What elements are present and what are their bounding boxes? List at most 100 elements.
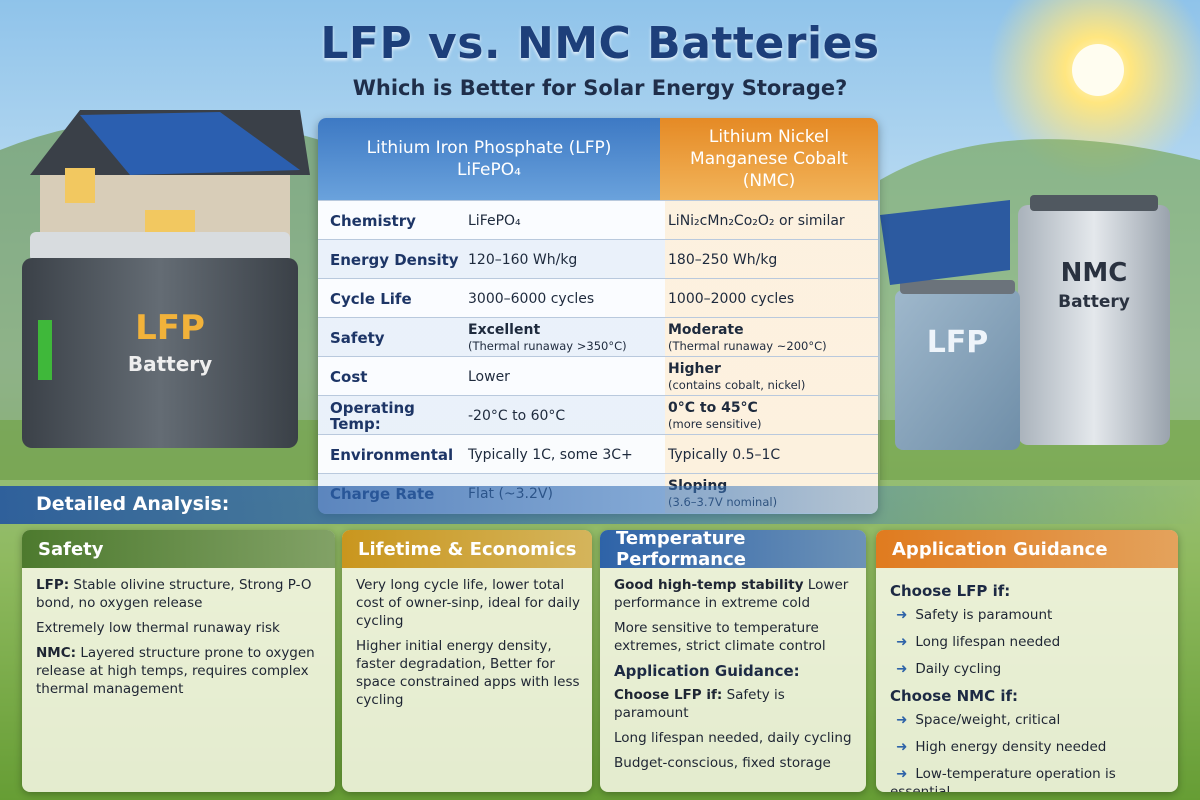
lfp-header: Lithium Iron Phosphate (LFP) LiFePO₄: [318, 118, 660, 200]
cell-nmc: Typically 0.5–1C: [668, 435, 873, 474]
section-title: Detailed Analysis:: [36, 493, 230, 515]
cell-lfp: Lower: [468, 357, 658, 396]
nmc-battery: [1018, 195, 1170, 445]
item-text: Higher initial energy density, faster de…: [356, 638, 580, 708]
item-lead: NMC:: [36, 645, 77, 661]
card-title: Application Guidance: [876, 530, 1178, 568]
header-line: LiFePO₄: [457, 160, 521, 180]
row-label: Energy Density: [330, 250, 459, 269]
header-line: Lithium Nickel: [708, 127, 830, 147]
card-item: Choose LFP if: Safety is paramount: [614, 686, 856, 722]
sun-core: [1072, 44, 1124, 96]
comparison-table: Lithium Iron Phosphate (LFP) LiFePO₄ Lit…: [318, 118, 878, 514]
item-text: Very long cycle life, lower total cost o…: [356, 577, 580, 629]
cell-value: -20°C to 60°C: [468, 407, 566, 424]
cell-value: Moderate: [668, 321, 744, 338]
card-heading: Application Guidance:: [614, 662, 800, 680]
card-item: NMC: Layered structure prone to oxygen r…: [36, 644, 325, 698]
table-row: Chemistry LiFePO₄ LiNi₂cMn₂Co₂O₂ or simila…: [318, 200, 878, 240]
table-row: Operating Temp: -20°C to 60°C 0°C to 45°C(…: [318, 395, 878, 435]
lfp-battery-small: [895, 280, 1020, 450]
card-item: More sensitive to temperature extremes, …: [614, 619, 856, 655]
cell-value: Excellent: [468, 321, 541, 338]
item-text: More sensitive to temperature extremes, …: [614, 620, 826, 654]
item-text: Stable olivine structure, Strong P-O bon…: [36, 577, 312, 611]
card-bullet: Space/weight, critical: [890, 711, 1168, 729]
card-heading: Choose LFP if:: [890, 582, 1011, 600]
card-body: LFP: Stable olivine structure, Strong P-…: [22, 568, 335, 698]
cell-value: Typically 0.5–1C: [668, 446, 781, 463]
card-item: LFP: Stable olivine structure, Strong P-…: [36, 576, 325, 612]
cell-value: Higher: [668, 360, 721, 377]
card: Lifetime & Economics Very long cycle life…: [342, 530, 592, 792]
cell-nmc: 0°C to 45°C (more sensitive): [668, 396, 873, 435]
cell-value: LiNi₂cMn₂Co₂O₂ or similar: [668, 212, 845, 229]
cell-value: 120–160 Wh/kg: [468, 251, 578, 268]
solar-panels: [880, 200, 1010, 285]
battery-label: NMC: [1060, 258, 1128, 288]
cell-value: Typically 1C, some 3C+: [468, 446, 633, 463]
table-row: Cost Lower Higher (contains cobalt, nickel): [318, 356, 878, 396]
table-row: Cycle Life 3000–6000 cycles 1000–2000 cycl…: [318, 278, 878, 318]
card-body: Choose LFP if: Safety is paramount Long li…: [876, 568, 1178, 792]
subtitle: Which is Better for Solar Energy Storage…: [352, 76, 848, 100]
card-body: Good high-temp stability Lower performan…: [600, 568, 866, 772]
item-lead: LFP:: [36, 577, 70, 593]
cell-value: 180–250 Wh/kg: [668, 251, 778, 268]
cell-lfp: LiFePO₄: [468, 201, 658, 240]
cell-nmc: 1000–2000 cycles: [668, 279, 873, 318]
nmc-header: Lithium Nickel Manganese Cobalt (NMC): [660, 118, 878, 200]
header-line: Manganese Cobalt: [690, 149, 848, 169]
card-title: Lifetime & Economics: [342, 530, 592, 568]
card-title: Temperature Performance: [600, 530, 866, 570]
cell-lfp: 120–160 Wh/kg: [468, 240, 658, 279]
card-bullet: High energy density needed: [890, 738, 1168, 756]
item-lead: Good high-temp stability: [614, 577, 804, 593]
battery-label: Battery: [1058, 292, 1130, 312]
header-line: (NMC): [742, 171, 796, 191]
row-label: Cycle Life: [330, 289, 412, 308]
card-item: Budget-conscious, fixed storage: [614, 754, 856, 772]
detail-band: [0, 486, 1200, 524]
row-label: Chemistry: [330, 211, 416, 230]
item-text: Safety is paramount: [614, 687, 785, 721]
cell-nmc: 180–250 Wh/kg: [668, 240, 873, 279]
cell-nmc: Higher (contains cobalt, nickel): [668, 357, 873, 396]
card-bullet: Long lifespan needed: [890, 633, 1168, 651]
card-item: Very long cycle life, lower total cost o…: [356, 576, 582, 630]
item-text: Lower performance in extreme cold: [614, 577, 849, 611]
cell-note: (more sensitive): [668, 416, 762, 431]
item-text: Layered structure prone to oxygen releas…: [36, 645, 315, 697]
card-item: Long lifespan needed, daily cycling: [614, 729, 856, 747]
table-row: Energy Density 120–160 Wh/kg 180–250 Wh/kg: [318, 239, 878, 279]
card-title: Safety: [22, 530, 335, 568]
row-label: Cost: [330, 367, 368, 386]
battery-label: Battery: [127, 352, 213, 376]
card-heading: Choose NMC if:: [890, 687, 1018, 705]
cell-lfp: Excellent (Thermal runaway >350°C): [468, 318, 658, 357]
card: Safety LFP: Stable olivine structure, Str…: [22, 530, 335, 792]
cell-value: 3000–6000 cycles: [468, 290, 595, 307]
cell-value: Lower: [468, 368, 510, 385]
cell-note: (contains cobalt, nickel): [668, 377, 806, 392]
table-row: Safety Excellent (Thermal runaway >350°C) M…: [318, 317, 878, 357]
card-bullet: Safety is paramount: [890, 606, 1168, 624]
item-lead: Choose LFP if:: [614, 687, 723, 703]
card-item: Higher initial energy density, faster de…: [356, 637, 582, 709]
item-text: Extremely low thermal runaway risk: [36, 620, 280, 636]
cell-value: LiFePO₄: [468, 212, 521, 229]
card-item: Extremely low thermal runaway risk: [36, 619, 325, 637]
table-row: Environmental Typically 1C, some 3C+ Typic…: [318, 434, 878, 474]
battery-label: LFP: [135, 308, 205, 348]
card-item: Good high-temp stability Lower performan…: [614, 576, 856, 612]
cell-lfp: 3000–6000 cycles: [468, 279, 658, 318]
row-label: Operating Temp:: [330, 398, 415, 433]
cell-nmc: Moderate (Thermal runaway ~200°C): [668, 318, 873, 357]
battery-label: LFP: [926, 325, 989, 360]
card-bullet: Daily cycling: [890, 660, 1168, 678]
cell-lfp: Typically 1C, some 3C+: [468, 435, 658, 474]
lfp-battery: [22, 232, 298, 448]
item-text: Long lifespan needed, daily cycling: [614, 730, 852, 746]
cell-nmc: LiNi₂cMn₂Co₂O₂ or similar: [668, 201, 873, 240]
